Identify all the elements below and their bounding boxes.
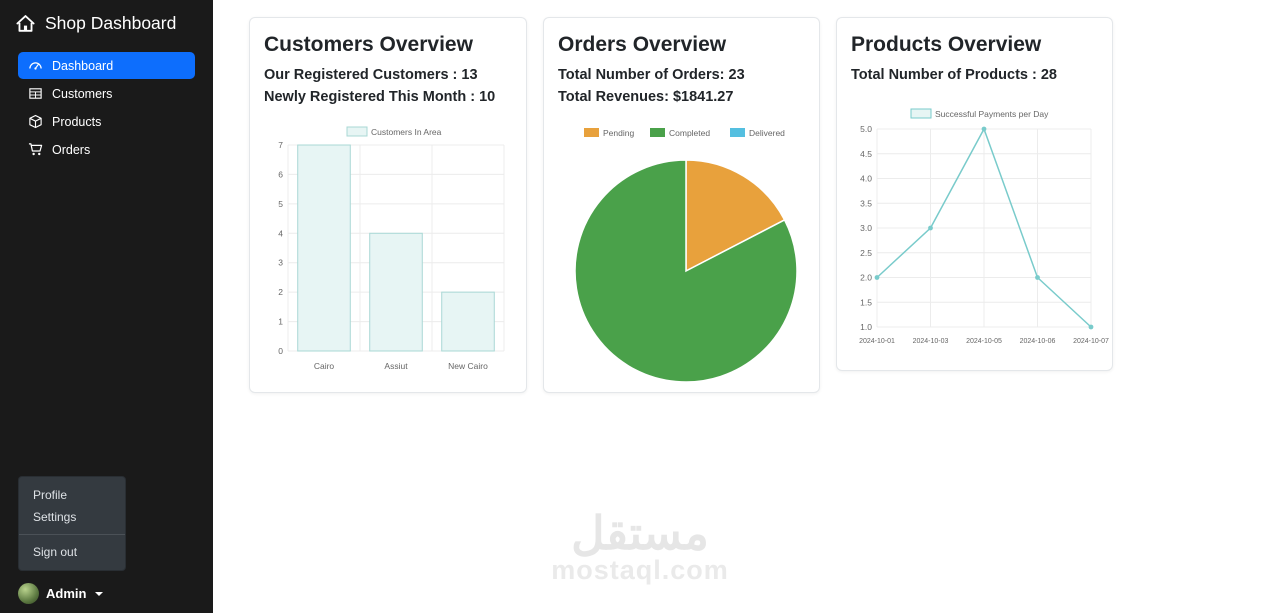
svg-text:4: 4 [278, 228, 283, 238]
user-menu-toggle[interactable]: Admin [18, 583, 104, 604]
orders-overview-card: Orders Overview Total Number of Orders: … [543, 17, 820, 393]
svg-text:3: 3 [278, 258, 283, 268]
svg-text:2024-10-03: 2024-10-03 [913, 338, 949, 345]
menu-item-settings[interactable]: Settings [33, 510, 77, 524]
svg-text:2024-10-01: 2024-10-01 [859, 338, 895, 345]
card-title-orders: Orders Overview [558, 33, 727, 56]
brand-title: Shop Dashboard [45, 13, 177, 33]
user-dropdown-menu: Profile Settings Sign out [18, 476, 126, 571]
watermark-domain: mostaql.com [551, 554, 729, 585]
svg-text:5: 5 [278, 199, 283, 209]
svg-text:2024-10-06: 2024-10-06 [1020, 338, 1056, 345]
svg-text:6: 6 [278, 169, 283, 179]
watermark: مستقل mostaql.com [551, 508, 729, 586]
svg-text:2024-10-07: 2024-10-07 [1073, 338, 1109, 345]
table-icon [28, 86, 43, 101]
svg-text:5.0: 5.0 [860, 124, 872, 134]
svg-text:1.5: 1.5 [860, 297, 872, 307]
user-avatar [18, 583, 39, 604]
watermark-arabic: مستقل [571, 507, 709, 559]
svg-text:New Cairo: New Cairo [448, 361, 488, 371]
svg-text:2: 2 [278, 287, 283, 297]
svg-text:Cairo: Cairo [314, 361, 335, 371]
cart-icon [28, 142, 43, 157]
products-overview-card: Products Overview Total Number of Produc… [836, 17, 1113, 371]
caret-down-icon [95, 591, 104, 596]
svg-text:7: 7 [278, 140, 283, 150]
svg-text:0: 0 [278, 346, 283, 356]
sidebar-item-orders[interactable]: Orders [18, 136, 195, 163]
brand[interactable]: Shop Dashboard [0, 0, 213, 44]
orders-pie-chart: Pending Completed Delivered [558, 123, 805, 394]
overview-cards: Customers Overview Our Registered Custom… [213, 0, 1280, 393]
svg-text:2.5: 2.5 [860, 248, 872, 258]
box-icon [28, 114, 43, 129]
svg-text:3.0: 3.0 [860, 223, 872, 233]
nav-label: Customers [52, 86, 113, 101]
nav-label: Products [52, 114, 102, 129]
svg-text:1: 1 [278, 317, 283, 327]
home-icon [15, 13, 36, 34]
svg-text:1.0: 1.0 [860, 322, 872, 332]
svg-text:4.5: 4.5 [860, 149, 872, 159]
customers-bar-chart: 0 1 2 3 4 5 6 7 Cairo Assiut New Cairo Customers In… [264, 123, 512, 384]
card-title-products: Products Overview [851, 33, 1042, 56]
svg-text:Assiut: Assiut [384, 361, 408, 371]
speedometer-icon [28, 58, 43, 73]
stat-total-products: Total Number of Products : 28 [851, 67, 1057, 83]
svg-text:2024-10-05: 2024-10-05 [966, 338, 1002, 345]
card-title-customers: Customers Overview [264, 33, 473, 56]
nav-label: Dashboard [52, 58, 114, 73]
svg-text:2.0: 2.0 [860, 273, 872, 283]
sidebar-item-customers[interactable]: Customers [18, 80, 195, 107]
sidebar-nav: Dashboard Customers Products [0, 44, 213, 163]
payments-line-chart: 1.0 1.5 2.0 2.5 3.0 3.5 4.0 4.5 5.0 2024-10-01 202… [851, 105, 1109, 360]
sidebar-item-dashboard[interactable]: Dashboard [18, 52, 195, 79]
stat-total-revenues: Total Revenues: $1841.27 [558, 89, 734, 105]
user-name: Admin [46, 586, 87, 601]
svg-text:Successful Payments per Day: Successful Payments per Day [935, 109, 1049, 119]
stat-total-orders: Total Number of Orders: 23 [558, 67, 745, 83]
menu-divider [19, 534, 125, 535]
menu-item-signout[interactable]: Sign out [33, 545, 78, 559]
svg-text:4.0: 4.0 [860, 174, 872, 184]
nav-label: Orders [52, 142, 91, 157]
svg-text:Customers In Area: Customers In Area [371, 127, 442, 137]
svg-text:Completed: Completed [669, 128, 710, 138]
sidebar-item-products[interactable]: Products [18, 108, 195, 135]
svg-text:Pending: Pending [603, 128, 634, 138]
stat-registered-customers: Our Registered Customers : 13 [264, 67, 478, 83]
sidebar: Shop Dashboard Dashboard [0, 0, 213, 613]
svg-text:Delivered: Delivered [749, 128, 785, 138]
svg-text:3.5: 3.5 [860, 198, 872, 208]
main-content: Customers Overview Our Registered Custom… [213, 0, 1280, 613]
stat-newly-registered: Newly Registered This Month : 10 [264, 89, 496, 105]
menu-item-profile[interactable]: Profile [33, 488, 68, 502]
customers-overview-card: Customers Overview Our Registered Custom… [249, 17, 527, 393]
